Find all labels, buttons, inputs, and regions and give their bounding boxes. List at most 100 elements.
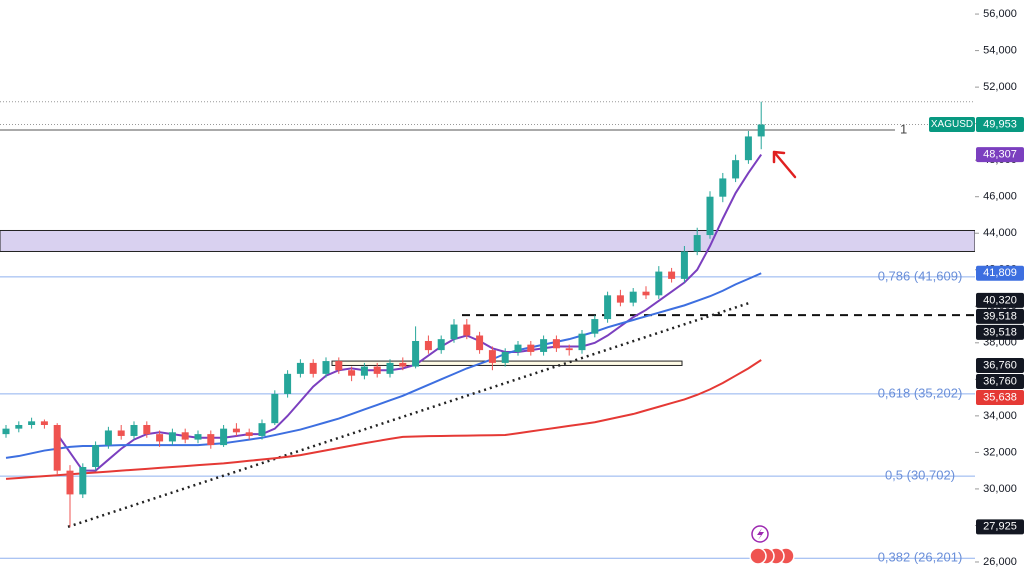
candle-body — [117, 430, 125, 436]
y-tick-label: 44,000 — [983, 227, 1017, 239]
price-label: 35,638 — [983, 391, 1017, 403]
candle-body — [79, 467, 87, 495]
fib-label: 0,382 (26,201) — [878, 550, 963, 565]
price-label-box — [976, 373, 1024, 389]
price-label: 36,760 — [983, 375, 1017, 387]
candle-body — [156, 434, 164, 442]
candle-body — [744, 136, 752, 161]
candle-body — [104, 430, 112, 446]
y-tick-label: 26,000 — [983, 556, 1017, 568]
price-label-box — [976, 519, 1024, 535]
candle-body — [271, 393, 279, 424]
fib-label: 0,618 (35,202) — [878, 385, 963, 400]
candle-body — [680, 251, 688, 279]
candle-body — [335, 361, 343, 371]
candle-body — [66, 470, 74, 495]
candle-body — [501, 351, 509, 363]
candle-body — [28, 421, 36, 425]
price-label-box — [976, 265, 1024, 281]
candle-body — [565, 348, 573, 351]
candle-body — [668, 271, 676, 279]
candle-body — [181, 432, 189, 440]
price-label-box — [976, 357, 1024, 373]
price-label: 49,953 — [983, 118, 1017, 130]
price-label-box — [976, 292, 1024, 308]
candle-body — [424, 340, 432, 351]
candle-body — [386, 362, 394, 374]
candle-body — [40, 421, 48, 425]
candle-body — [719, 178, 727, 197]
candle-body — [463, 324, 471, 336]
candle-body — [130, 424, 138, 436]
candle-body — [245, 432, 253, 436]
annotation-arrow — [772, 150, 797, 179]
y-tick-label: 34,000 — [983, 410, 1017, 422]
candle-body — [399, 362, 407, 367]
candle-body — [53, 424, 61, 471]
candle-body — [642, 291, 650, 296]
price-label-box — [976, 389, 1024, 405]
candle-body — [348, 370, 356, 376]
y-tick-label: 54,000 — [983, 44, 1017, 56]
candle-body — [143, 424, 151, 435]
candle-body — [168, 432, 176, 442]
candle-body — [540, 339, 548, 352]
y-tick-label: 46,000 — [983, 191, 1017, 203]
candle-body — [373, 366, 381, 374]
price-label-box — [976, 308, 1024, 324]
candle-body — [488, 350, 496, 363]
candle-body — [15, 424, 23, 429]
candle-body — [552, 339, 560, 349]
price-label: 39,518 — [983, 310, 1017, 322]
symbol-label: XAGUSD — [931, 119, 973, 130]
candle-body — [207, 434, 215, 446]
candle-body — [284, 373, 292, 394]
price-label-box — [976, 324, 1024, 340]
price-label: 40,320 — [983, 294, 1017, 306]
event-icon-bolt — [757, 528, 764, 540]
candle-body — [616, 295, 624, 303]
candle-body — [296, 362, 304, 374]
candle-body — [220, 428, 228, 446]
price-axis — [975, 0, 1024, 568]
candle-body — [655, 271, 663, 296]
candle-body — [437, 339, 445, 351]
symbol-box — [929, 117, 975, 133]
price-label: 36,760 — [983, 359, 1017, 371]
candle-body — [591, 319, 599, 334]
price-label-box — [976, 117, 1024, 133]
candle-body — [527, 344, 535, 352]
candle-body — [578, 333, 586, 351]
candle-body — [412, 340, 420, 367]
candle-body — [2, 428, 10, 435]
candle-body — [360, 366, 368, 376]
candle-body — [514, 344, 522, 352]
candle-body — [693, 235, 701, 252]
candle-body — [706, 196, 714, 236]
price-label: 39,518 — [983, 326, 1017, 338]
y-tick-label: 52,000 — [983, 81, 1017, 93]
fib-label: 0,786 (41,609) — [878, 268, 963, 283]
candle-body — [629, 291, 637, 303]
candle-body — [258, 423, 266, 436]
candle-body — [232, 428, 240, 433]
price-label-box — [976, 147, 1024, 163]
price-label: 48,307 — [983, 148, 1017, 160]
y-tick-label: 30,000 — [983, 483, 1017, 495]
candle-body — [194, 434, 202, 440]
moving-average — [5, 359, 762, 480]
moving-average — [5, 272, 762, 459]
candle-body — [92, 445, 100, 468]
candle-body — [732, 160, 740, 179]
candle-body — [450, 324, 458, 340]
candle-body — [322, 361, 330, 374]
fib-label: 1 — [900, 121, 907, 136]
candle-body — [604, 295, 612, 320]
event-icon[interactable] — [749, 547, 767, 565]
price-label: 27,925 — [983, 521, 1017, 533]
y-tick-label: 32,000 — [983, 446, 1017, 458]
zone — [0, 229, 976, 252]
candle-body — [476, 335, 484, 351]
